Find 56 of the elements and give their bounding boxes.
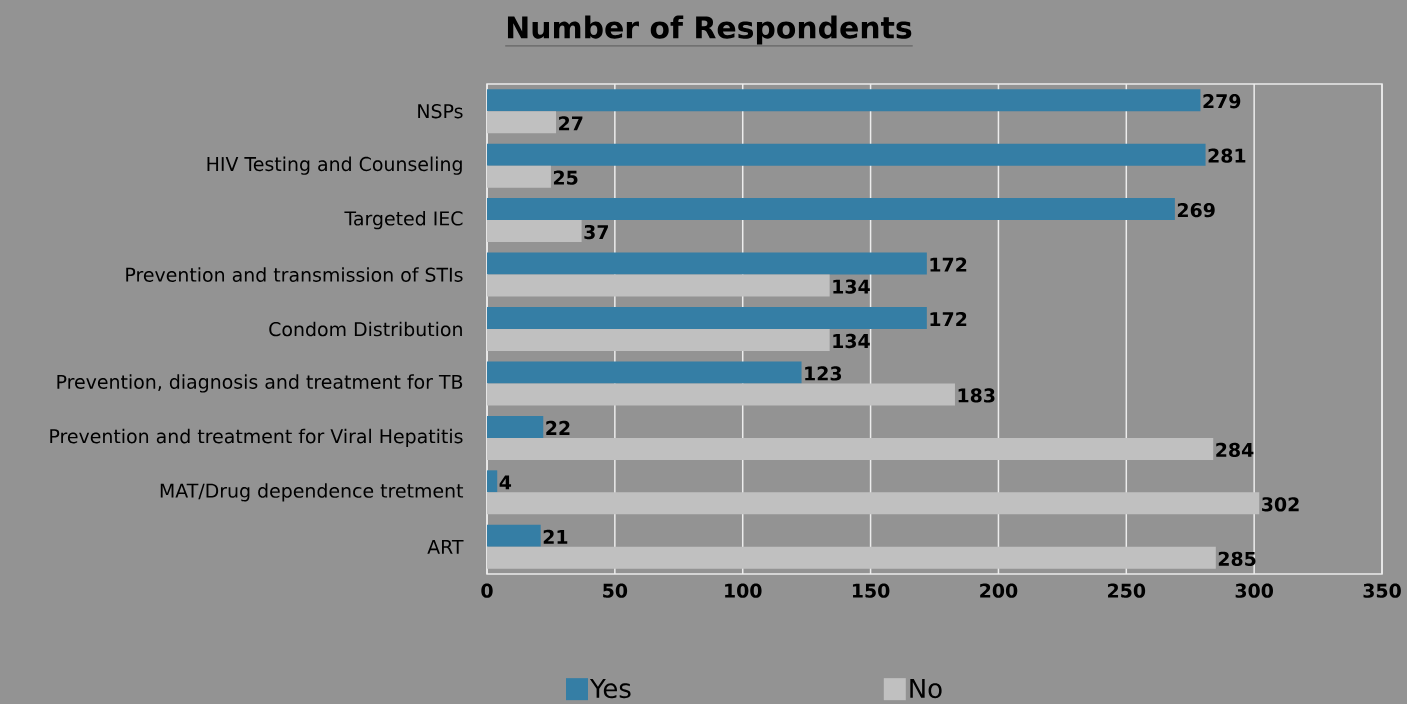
x-tick-label: 250	[1108, 583, 1146, 598]
bar	[487, 165, 551, 188]
bar	[487, 524, 541, 547]
y-tick-label: Targeted IEC	[344, 210, 463, 230]
x-tick-label: 0	[481, 583, 493, 598]
y-tick-label: ART	[427, 539, 464, 554]
y-tick-label: Prevention, diagnosis and treatment for TB	[57, 374, 463, 393]
legend-label: No	[910, 678, 942, 699]
bar	[487, 437, 1214, 460]
data-label: 4	[499, 475, 512, 490]
y-tick-label: NSPs	[418, 104, 463, 119]
data-label: 37	[584, 224, 608, 240]
bar	[487, 252, 927, 275]
y-tick-label: Condom Distribution	[269, 321, 462, 337]
bar	[487, 361, 802, 384]
data-label: 172	[930, 311, 967, 327]
chart-title: Number of Respondents	[507, 15, 912, 45]
bar	[487, 198, 1175, 221]
data-label: 279	[1203, 94, 1241, 109]
bar	[487, 329, 830, 352]
x-tick-label: 350	[1363, 583, 1401, 598]
data-label: 269	[1177, 202, 1215, 218]
bar	[487, 415, 544, 438]
data-label: 302	[1262, 497, 1299, 512]
bar	[487, 89, 1201, 112]
y-tick-label: Prevention and treatment for Viral Hepatitis	[50, 428, 463, 448]
data-label: 123	[805, 366, 842, 381]
data-label: 285	[1218, 551, 1256, 566]
bar	[487, 492, 1260, 515]
data-label: 134	[833, 279, 870, 294]
data-label: 281	[1208, 148, 1246, 163]
data-label: 25	[553, 170, 578, 185]
x-tick-label: 50	[603, 583, 628, 598]
x-tick-label: 150	[852, 583, 890, 598]
bar	[487, 143, 1206, 166]
data-label: 183	[958, 388, 995, 403]
bar	[487, 220, 582, 243]
data-label: 27	[559, 116, 583, 131]
data-label: 134	[833, 333, 870, 349]
y-tick-label: HIV Testing and Counseling	[207, 156, 462, 175]
bar	[487, 470, 498, 493]
y-tick-label: Prevention and transmission of STIs	[126, 267, 463, 282]
x-tick-label: 200	[980, 583, 1018, 598]
bar	[487, 383, 955, 406]
bar	[487, 111, 557, 134]
data-label: 172	[930, 257, 967, 272]
legend-label: Yes	[589, 678, 631, 699]
data-label: 22	[546, 420, 570, 435]
bar	[487, 307, 927, 330]
data-label: 21	[543, 529, 568, 544]
x-tick-label: 300	[1235, 583, 1274, 598]
x-tick-label: 100	[725, 583, 762, 598]
y-tick-label: MAT/Drug dependence tretment	[160, 483, 464, 502]
bar	[487, 274, 830, 297]
data-label: 284	[1216, 442, 1254, 458]
bar	[487, 546, 1216, 569]
